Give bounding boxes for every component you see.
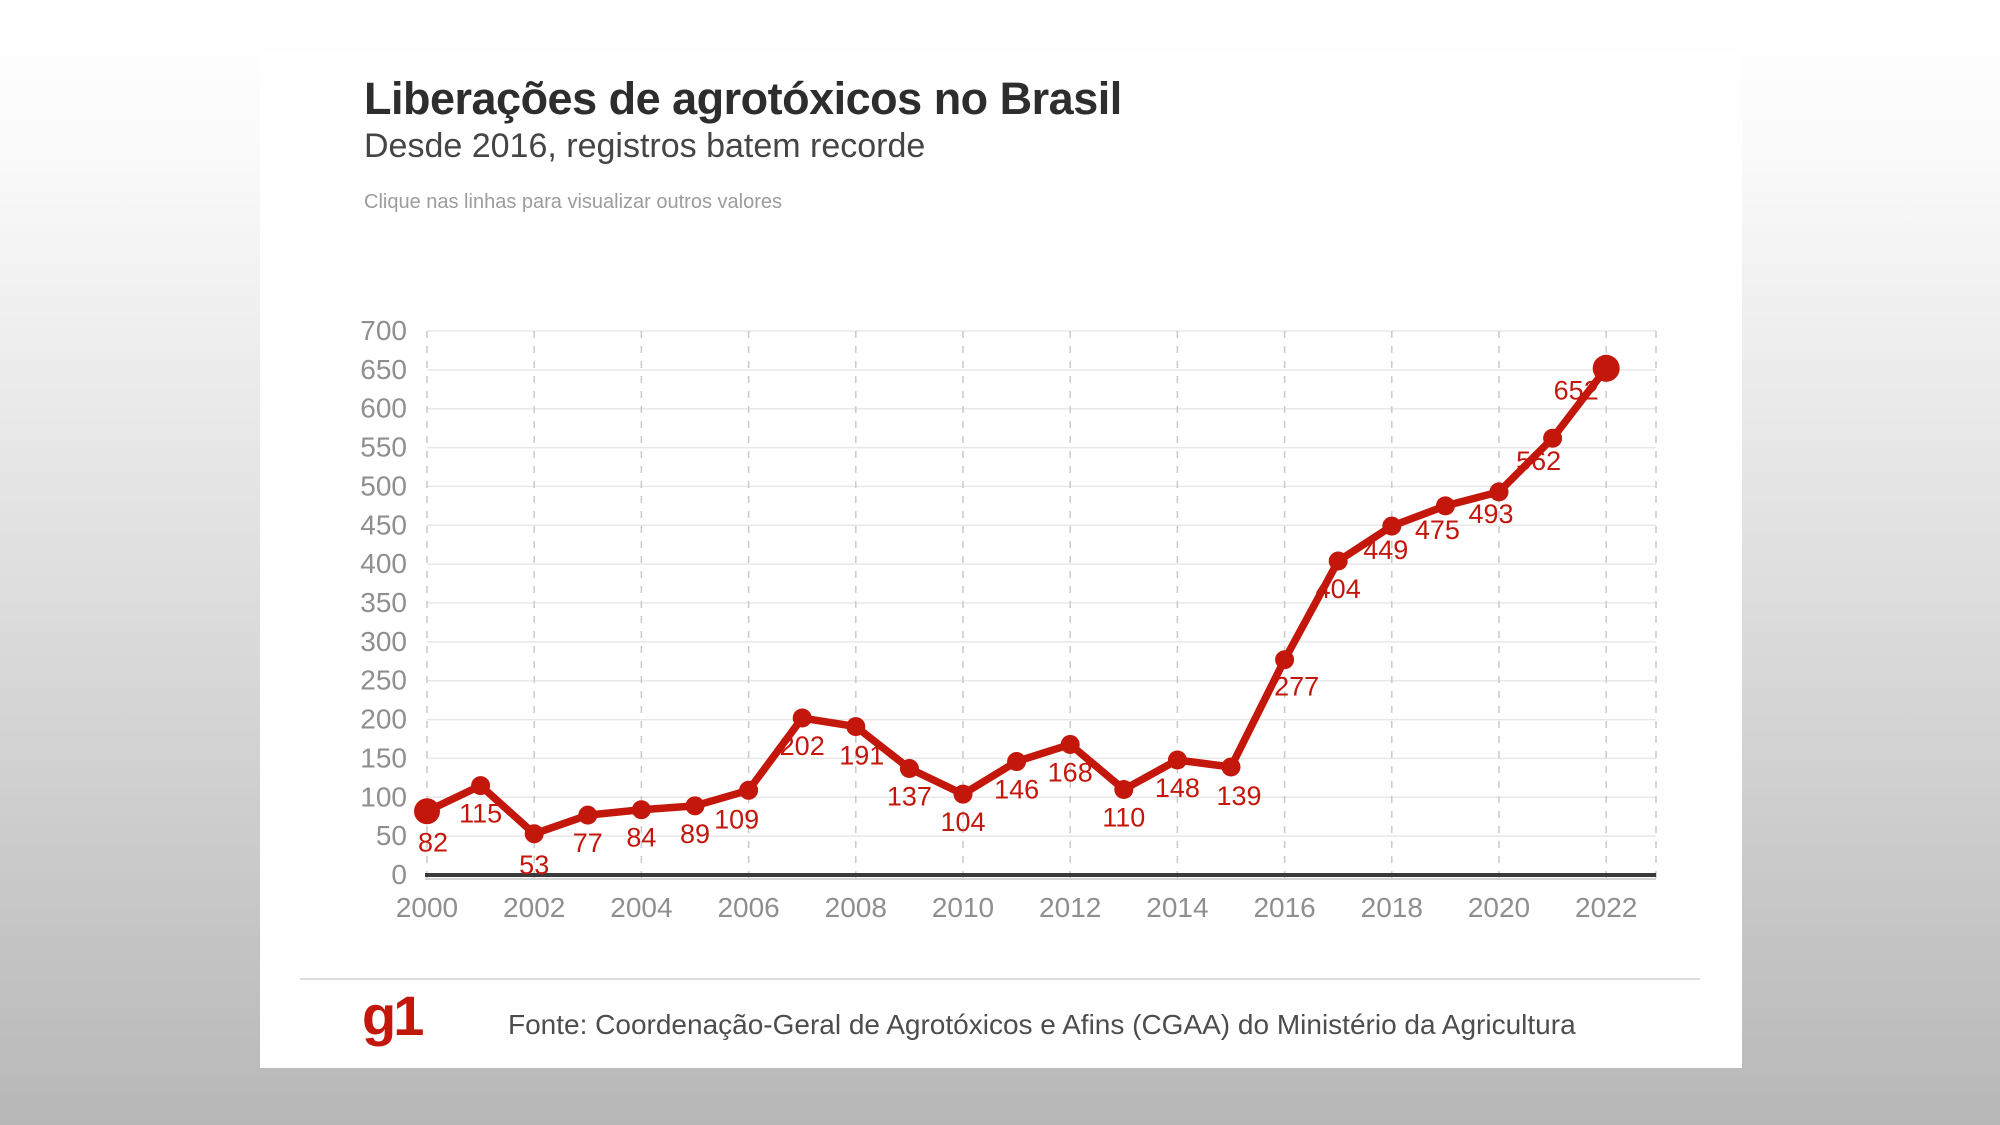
y-axis-tick-label: 400 [360,548,407,579]
y-axis-tick-label: 200 [360,704,407,735]
data-point-label: 277 [1274,672,1319,702]
y-axis-tick-label: 50 [376,820,407,851]
data-point[interactable] [846,717,866,737]
data-point[interactable] [471,776,491,796]
x-axis-tick-label: 2018 [1361,892,1423,923]
data-point-label: 475 [1415,515,1460,545]
x-axis-tick-label: 2012 [1039,892,1101,923]
data-point[interactable] [792,708,812,728]
x-axis-tick-label: 2014 [1146,892,1208,923]
source-text: Fonte: Coordenação-Geral de Agrotóxicos … [508,1009,1576,1040]
data-point-label: 53 [519,850,549,880]
y-axis-tick-label: 100 [360,781,407,812]
y-axis-tick-label: 250 [360,665,407,696]
data-point[interactable] [1275,650,1295,670]
chart-subtitle: Desde 2016, registros batem recorde [364,127,926,165]
x-axis-tick-label: 2004 [610,892,672,923]
x-axis-tick-label: 2022 [1575,892,1637,923]
x-axis-tick-label: 2016 [1253,892,1315,923]
y-axis-tick-label: 650 [360,354,407,385]
y-axis-tick-label: 350 [360,587,407,618]
y-axis-tick-label: 300 [360,626,407,657]
g1-logo: g1 [362,984,424,1047]
data-point[interactable] [1435,496,1455,516]
data-point[interactable] [1489,482,1509,502]
data-point-label: 115 [459,799,502,829]
data-point-label: 493 [1468,499,1513,529]
y-axis-tick-label: 450 [360,509,407,540]
x-axis-tick-label: 2020 [1468,892,1530,923]
data-point[interactable] [1007,752,1027,772]
data-point-label: 404 [1316,574,1361,604]
y-axis-tick-label: 600 [360,393,407,424]
data-point[interactable] [578,805,598,825]
footer-divider [300,978,1700,980]
data-point-label: 139 [1216,781,1261,811]
data-point[interactable] [524,824,544,844]
x-axis-tick-label: 2010 [932,892,994,923]
x-axis-tick-label: 2008 [825,892,887,923]
data-point-label: 82 [418,827,448,857]
y-axis-tick-label: 550 [360,432,407,463]
line-chart: 0 50 100 150 200 250 300 350 400 450 500 550 600 650 7… [360,315,1657,923]
data-point[interactable] [953,784,973,804]
y-axis-tick-label: 0 [391,859,407,890]
chart-card: 0 50 100 150 200 250 300 350 400 450 500 550 600 650 7… [260,53,1742,1068]
data-point[interactable] [739,780,759,800]
data-point-label: 146 [994,775,1039,805]
data-point[interactable] [1592,354,1620,382]
data-point[interactable] [685,796,705,816]
data-point-label: 449 [1363,535,1408,565]
x-axis-tick-label: 2002 [503,892,565,923]
data-point-label: 148 [1155,773,1200,803]
data-point[interactable] [1060,734,1080,754]
data-point-label: 137 [887,782,932,812]
data-point-label: 191 [839,741,884,771]
data-point[interactable] [1543,428,1563,448]
data-point-label: 77 [573,828,603,858]
data-point[interactable] [1382,516,1402,536]
y-axis-tick-label: 500 [360,470,407,501]
data-point[interactable] [631,800,651,820]
data-point-label: 652 [1554,375,1599,405]
data-point[interactable] [414,798,440,825]
data-point[interactable] [1328,551,1348,571]
y-axis-tick-label: 700 [360,315,407,346]
data-point-label: 104 [940,807,985,837]
data-point-label: 89 [680,819,710,849]
data-point[interactable] [1167,750,1187,770]
x-axis-tick-label: 2006 [717,892,779,923]
data-point-label: 109 [714,804,759,834]
data-point-label: 202 [780,731,825,761]
data-point-label: 84 [626,823,656,853]
chart-title: Liberações de agrotóxicos no Brasil [364,73,1122,124]
data-point[interactable] [1114,780,1134,800]
chart-note: Clique nas linhas para visualizar outros… [364,191,782,213]
data-point-label: 110 [1102,803,1145,833]
data-point-label: 168 [1048,757,1093,787]
data-point[interactable] [1221,757,1241,777]
x-axis-tick-label: 2000 [396,892,458,923]
data-point-label: 562 [1516,446,1561,476]
y-axis-tick-label: 150 [360,742,407,773]
data-point[interactable] [899,759,919,779]
